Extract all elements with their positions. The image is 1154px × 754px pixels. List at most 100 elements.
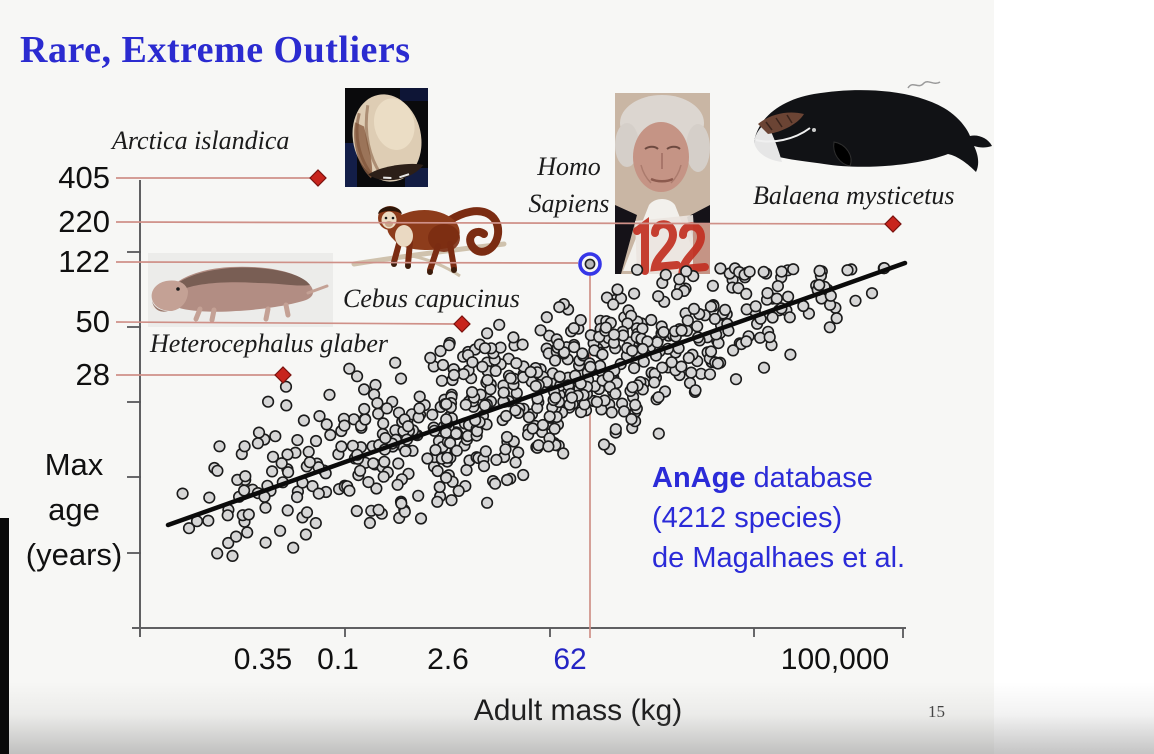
scatter-point	[675, 360, 688, 373]
scatter-point	[656, 361, 669, 374]
scatter-point	[221, 509, 234, 522]
scatter-point	[312, 487, 325, 500]
scatter-point	[226, 549, 239, 563]
scatter-point	[626, 344, 639, 357]
scatter-point	[281, 448, 294, 461]
scatter-point	[509, 404, 522, 417]
scatter-point	[605, 406, 618, 419]
scatter-point	[309, 434, 323, 448]
diamond-arctica-islandica	[309, 169, 327, 187]
scatter-point	[460, 464, 473, 477]
scatter-point	[429, 443, 442, 457]
scatter-point	[324, 428, 337, 442]
scatter-point	[282, 466, 295, 479]
scatter-point	[729, 373, 743, 386]
scatter-point	[517, 468, 530, 482]
scatter-point	[823, 321, 836, 334]
scatter-point	[775, 265, 788, 278]
anage-rest: database	[745, 462, 873, 494]
scatter-point	[645, 313, 658, 327]
scatter-point	[567, 341, 581, 354]
scatter-point	[182, 522, 196, 535]
scatter-point	[266, 450, 280, 463]
scatter-point	[402, 420, 415, 433]
scatter-point	[490, 453, 503, 467]
scatter-point	[431, 464, 444, 478]
source-line1: AnAge database	[652, 458, 905, 498]
x-axis-title: Adult mass (kg)	[473, 694, 683, 727]
scatter-point	[783, 311, 796, 324]
scatter-point	[299, 528, 313, 541]
scatter-point	[526, 422, 539, 435]
scatter-point	[670, 288, 684, 301]
scatter-point	[434, 345, 447, 358]
scatter-point	[343, 362, 356, 375]
scatter-point	[500, 430, 514, 444]
scatter-point	[704, 300, 718, 313]
scatter-point	[477, 460, 491, 473]
scatter-point	[459, 398, 472, 411]
scatter-point	[280, 399, 293, 412]
scatter-point	[351, 370, 364, 383]
left-black-bar	[0, 518, 9, 754]
scatter-point	[830, 312, 843, 325]
scatter-point	[303, 456, 316, 469]
scatter-point	[607, 298, 620, 311]
y-callout-220: 220	[58, 204, 110, 239]
y-axis-title-line2: age	[48, 492, 100, 527]
scatter-point	[481, 374, 494, 387]
capuchin-monkey-image	[351, 206, 507, 278]
scatter-point	[626, 381, 639, 394]
scatter-point	[297, 414, 311, 427]
scatter-point	[424, 351, 437, 365]
scatter-point	[389, 356, 402, 369]
y-axis-title-line1: Max	[44, 447, 104, 482]
label-homo: Homo Sapiens	[528, 152, 610, 218]
scatter-point	[450, 427, 463, 440]
scatter-point	[413, 402, 426, 415]
scatter-point	[176, 487, 189, 500]
scatter-point	[499, 443, 512, 456]
scatter-point	[749, 300, 762, 313]
scatter-point	[241, 526, 254, 539]
naked-mole-rat-image	[148, 253, 333, 327]
scatter-point	[489, 364, 502, 378]
diamond-heterocephalus-glaber	[274, 366, 292, 384]
scatter-point	[740, 287, 753, 301]
scatter-point	[358, 383, 371, 396]
label-cebus-capucinus: Cebus capucinus	[343, 284, 520, 313]
scatter-point	[309, 516, 322, 530]
scatter-point	[338, 419, 351, 432]
scatter-point	[444, 436, 457, 450]
scatter-point	[685, 366, 698, 379]
y-callout-50: 50	[75, 304, 110, 339]
label-heterocephalus-glaber: Heterocephalus glaber	[150, 329, 389, 358]
scatter-point	[501, 473, 514, 487]
scatter-point	[704, 345, 718, 358]
scatter-point	[522, 411, 536, 424]
callout-line-122	[115, 261, 579, 264]
scatter-point	[651, 336, 664, 349]
scatter-point	[379, 432, 392, 445]
scatter-point	[251, 437, 264, 450]
scatter-point	[211, 547, 224, 560]
scatter-point	[252, 426, 266, 439]
scatter-point	[680, 265, 693, 278]
label-homo-sapiens: Homo Sapiens	[515, 148, 623, 222]
scatter-point	[300, 506, 314, 519]
scatter-point	[553, 370, 566, 383]
scatter-point	[394, 372, 408, 385]
scatter-point	[372, 407, 385, 420]
scatter-point	[287, 541, 300, 554]
scatter-point	[450, 444, 463, 457]
scatter-point	[849, 294, 862, 307]
scatter-point	[274, 524, 287, 537]
scatter-point	[478, 342, 492, 355]
page-number: 15	[928, 702, 945, 721]
scatter-point	[510, 357, 523, 370]
y-callout-405: 405	[58, 160, 110, 195]
scatter-point	[399, 445, 412, 458]
scatter-point	[689, 384, 702, 397]
anage-bold: AnAge	[652, 462, 746, 494]
scatter-point	[627, 362, 641, 375]
